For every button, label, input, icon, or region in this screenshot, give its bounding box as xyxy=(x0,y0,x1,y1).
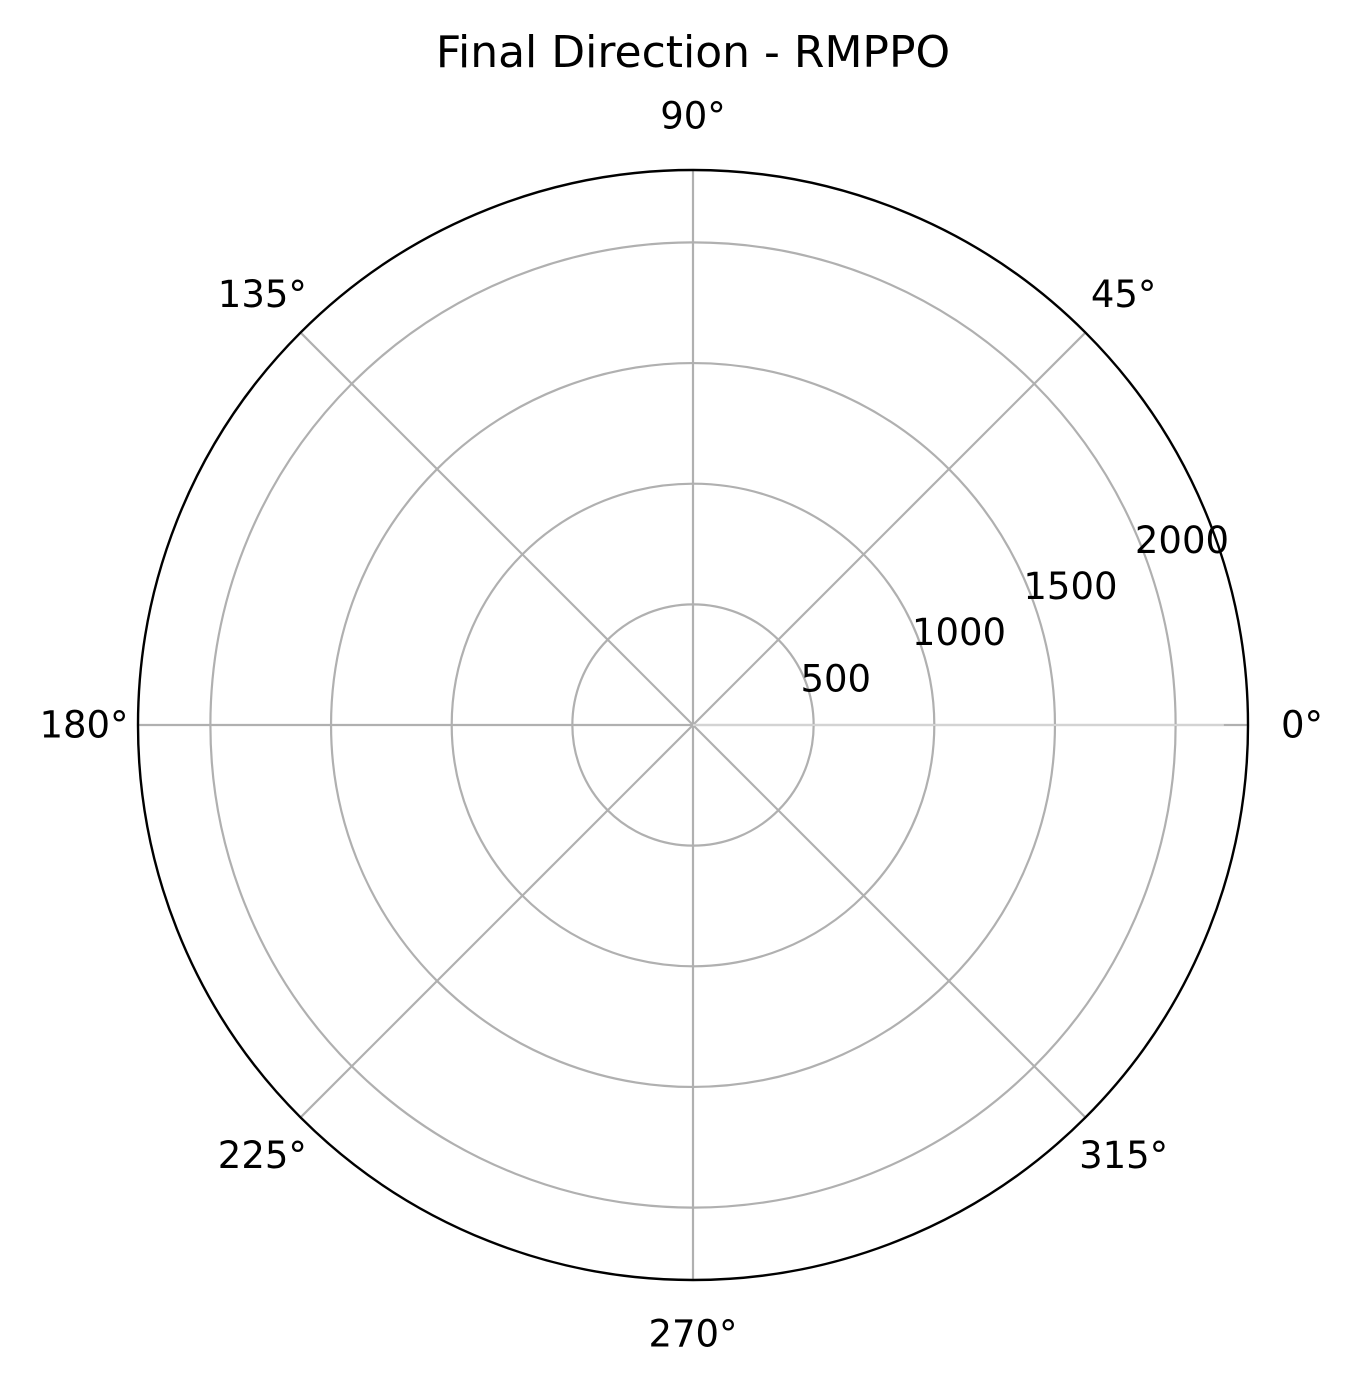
theta-tick-labels: 0° 45° 90° 135° 180° 225° 270° 315° xyxy=(39,95,1323,1356)
r-tick-label: 500 xyxy=(800,657,871,700)
chart-title: Final Direction - RMPPO xyxy=(436,27,950,78)
theta-gridline xyxy=(299,724,694,1119)
theta-tick-label: 45° xyxy=(1091,273,1157,316)
theta-tick-label: 315° xyxy=(1079,1134,1168,1177)
theta-gridline xyxy=(299,331,694,726)
theta-tick-label: 180° xyxy=(39,704,128,747)
theta-tick-label: 90° xyxy=(660,95,726,138)
theta-gridline xyxy=(692,331,1087,726)
theta-gridline xyxy=(692,724,1087,1119)
r-tick-label: 1000 xyxy=(912,611,1006,654)
theta-tick-label: 0° xyxy=(1281,704,1323,747)
polar-outline xyxy=(136,168,1250,1282)
theta-tick-label: 225° xyxy=(218,1134,307,1177)
r-tick-labels: 500 1000 1500 2000 xyxy=(800,519,1229,701)
r-tick-label: 1500 xyxy=(1023,565,1117,608)
r-tick-label: 2000 xyxy=(1135,519,1229,562)
theta-tick-label: 135° xyxy=(218,273,307,316)
theta-tick-label: 270° xyxy=(648,1313,737,1356)
